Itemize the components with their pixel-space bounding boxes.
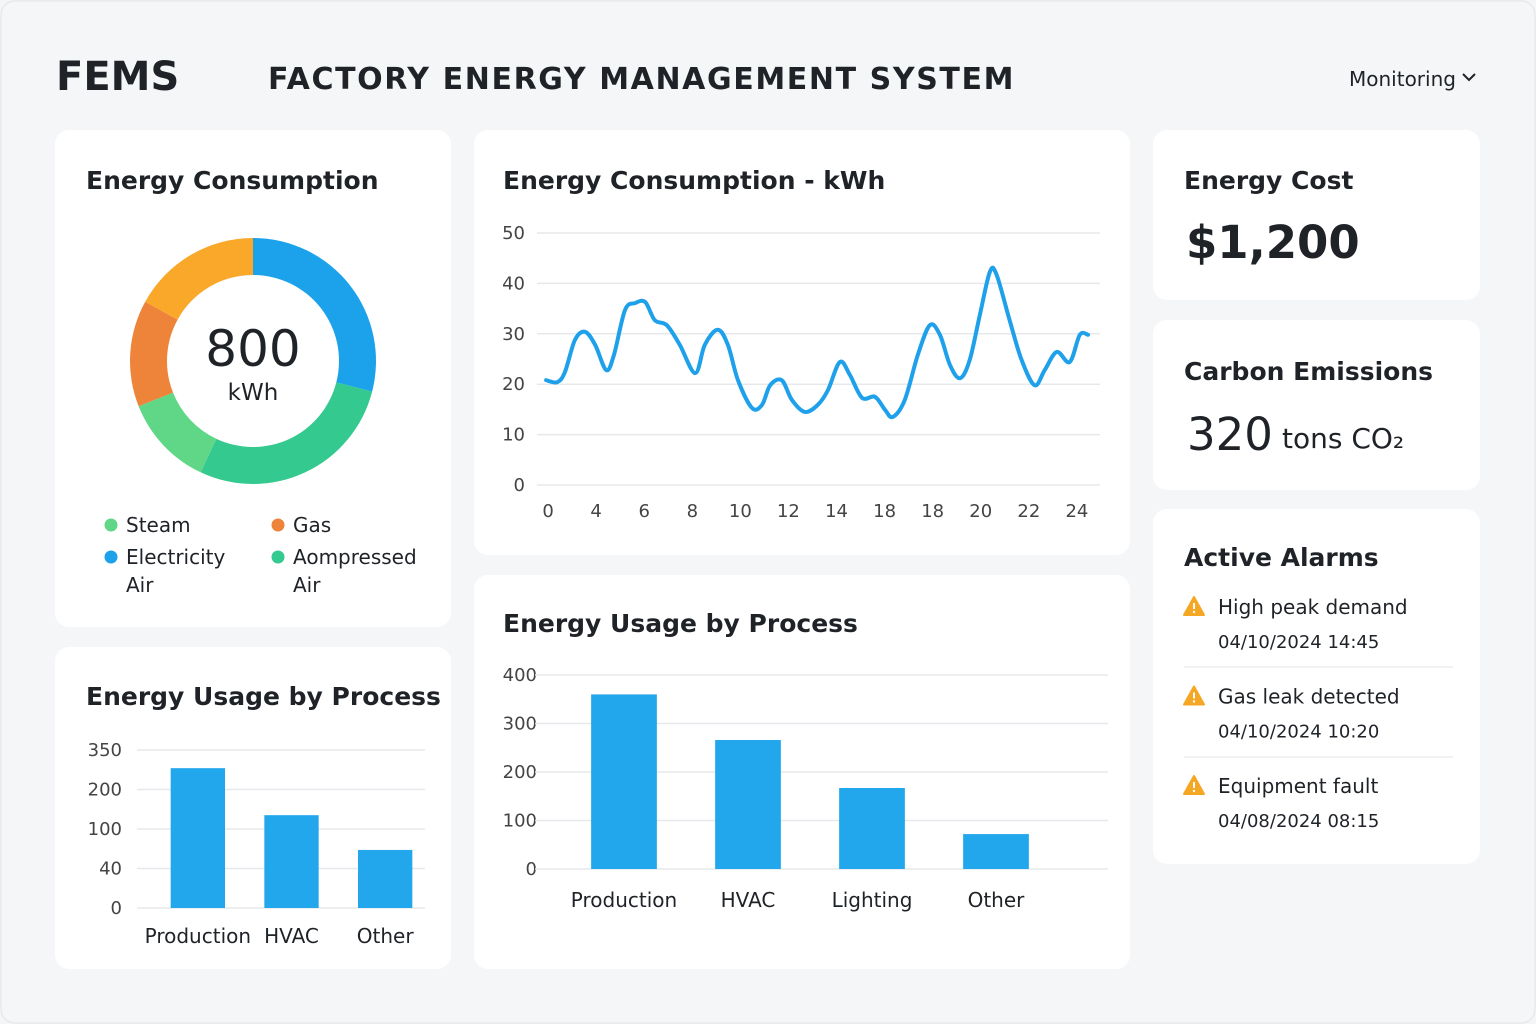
legend-label: Steam <box>126 513 191 537</box>
x-tick-label: 4 <box>590 501 601 522</box>
x-tick-label: Production <box>145 924 251 948</box>
x-tick-label: HVAC <box>721 888 776 912</box>
card-title: Energy Consumption - kWh <box>503 166 885 195</box>
donut-segment <box>200 382 373 484</box>
logo: FEMS <box>56 54 179 100</box>
donut-segment <box>253 238 376 392</box>
donut-segment <box>145 238 253 320</box>
y-tick-label: 400 <box>503 665 537 686</box>
y-tick-label: 40 <box>99 859 122 880</box>
x-tick-label: 14 <box>825 501 848 522</box>
x-tick-label: Other <box>968 888 1026 912</box>
cost-value: $1,200 <box>1186 216 1360 269</box>
x-tick-label: 24 <box>1065 501 1088 522</box>
legend-swatch <box>104 550 118 564</box>
y-tick-label: 100 <box>88 819 122 840</box>
donut-unit: kWh <box>228 380 279 406</box>
card-title: Energy Usage by Process <box>86 682 441 711</box>
x-tick-label: 6 <box>638 501 649 522</box>
x-tick-label: Lighting <box>832 888 913 912</box>
card-title: Carbon Emissions <box>1184 357 1433 386</box>
card <box>1153 320 1480 490</box>
x-tick-label: Other <box>357 924 415 948</box>
y-tick-label: 0 <box>526 859 537 880</box>
bar <box>839 788 905 869</box>
y-tick-label: 20 <box>502 374 525 395</box>
legend-label: Gas <box>293 513 332 537</box>
y-tick-label: 300 <box>503 714 537 735</box>
bar <box>963 834 1029 869</box>
x-tick-label: 20 <box>969 501 992 522</box>
x-tick-label: 10 <box>729 501 752 522</box>
y-tick-label: 10 <box>502 425 525 446</box>
legend-swatch <box>271 518 285 532</box>
y-tick-label: 200 <box>503 762 537 783</box>
x-tick-label: 12 <box>777 501 800 522</box>
bar <box>358 849 413 908</box>
x-tick-label: HVAC <box>264 924 319 948</box>
y-tick-label: 40 <box>502 273 525 294</box>
x-tick-label: 8 <box>687 501 698 522</box>
alarm-text: Gas leak detected <box>1218 685 1400 709</box>
card <box>1153 509 1480 864</box>
x-tick-label: 18 <box>921 501 944 522</box>
y-tick-label: 100 <box>503 811 537 832</box>
chevron[interactable] <box>1462 73 1476 82</box>
menu[interactable]: Monitoring <box>1349 67 1456 91</box>
warning-dot <box>1192 789 1196 793</box>
donut-value: 800 <box>205 320 300 378</box>
carbon-unit: tons CO₂ <box>1282 422 1404 455</box>
alarm-time: 04/10/2024 10:20 <box>1218 722 1379 743</box>
alarm-time: 04/08/2024 08:15 <box>1218 811 1379 832</box>
legend-swatch <box>271 550 285 564</box>
alarm-text: Equipment fault <box>1218 774 1378 798</box>
bar <box>170 768 225 908</box>
y-tick-label: 0 <box>514 475 525 496</box>
x-tick-label: Production <box>571 888 677 912</box>
alarm-text: High peak demand <box>1218 595 1408 619</box>
bar <box>591 694 657 869</box>
legend-label: Electricity Air <box>126 545 226 597</box>
app-title: FACTORY ENERGY MANAGEMENT SYSTEM <box>268 62 1015 97</box>
bar <box>715 739 781 869</box>
card <box>1153 130 1480 300</box>
line <box>544 265 1090 420</box>
card-title: Active Alarms <box>1184 543 1379 572</box>
y-tick-label: 350 <box>88 740 122 761</box>
card-title: Energy Cost <box>1184 166 1353 195</box>
card-title: Energy Usage by Process <box>503 609 858 638</box>
y-tick-label: 0 <box>111 898 122 919</box>
y-tick-label: 200 <box>88 780 122 801</box>
card <box>55 647 451 969</box>
y-tick-label: 50 <box>502 223 525 244</box>
card <box>55 130 451 627</box>
donut-segment <box>130 301 178 407</box>
x-tick-label: 22 <box>1017 501 1040 522</box>
card-title: Energy Consumption <box>86 166 379 195</box>
y-tick-label: 30 <box>502 324 525 345</box>
legend-label: Aompressed Air <box>293 545 417 597</box>
x-tick-label: 0 <box>542 501 553 522</box>
x-tick-label: 18 <box>873 501 896 522</box>
alarm-time: 04/10/2024 14:45 <box>1218 632 1379 653</box>
card <box>474 130 1130 555</box>
donut-segment <box>138 392 217 473</box>
warning-dot <box>1192 700 1196 703</box>
carbon-value: 320 <box>1187 408 1273 461</box>
warning-dot <box>1192 610 1196 614</box>
legend-swatch <box>104 518 118 532</box>
bar <box>264 815 319 908</box>
